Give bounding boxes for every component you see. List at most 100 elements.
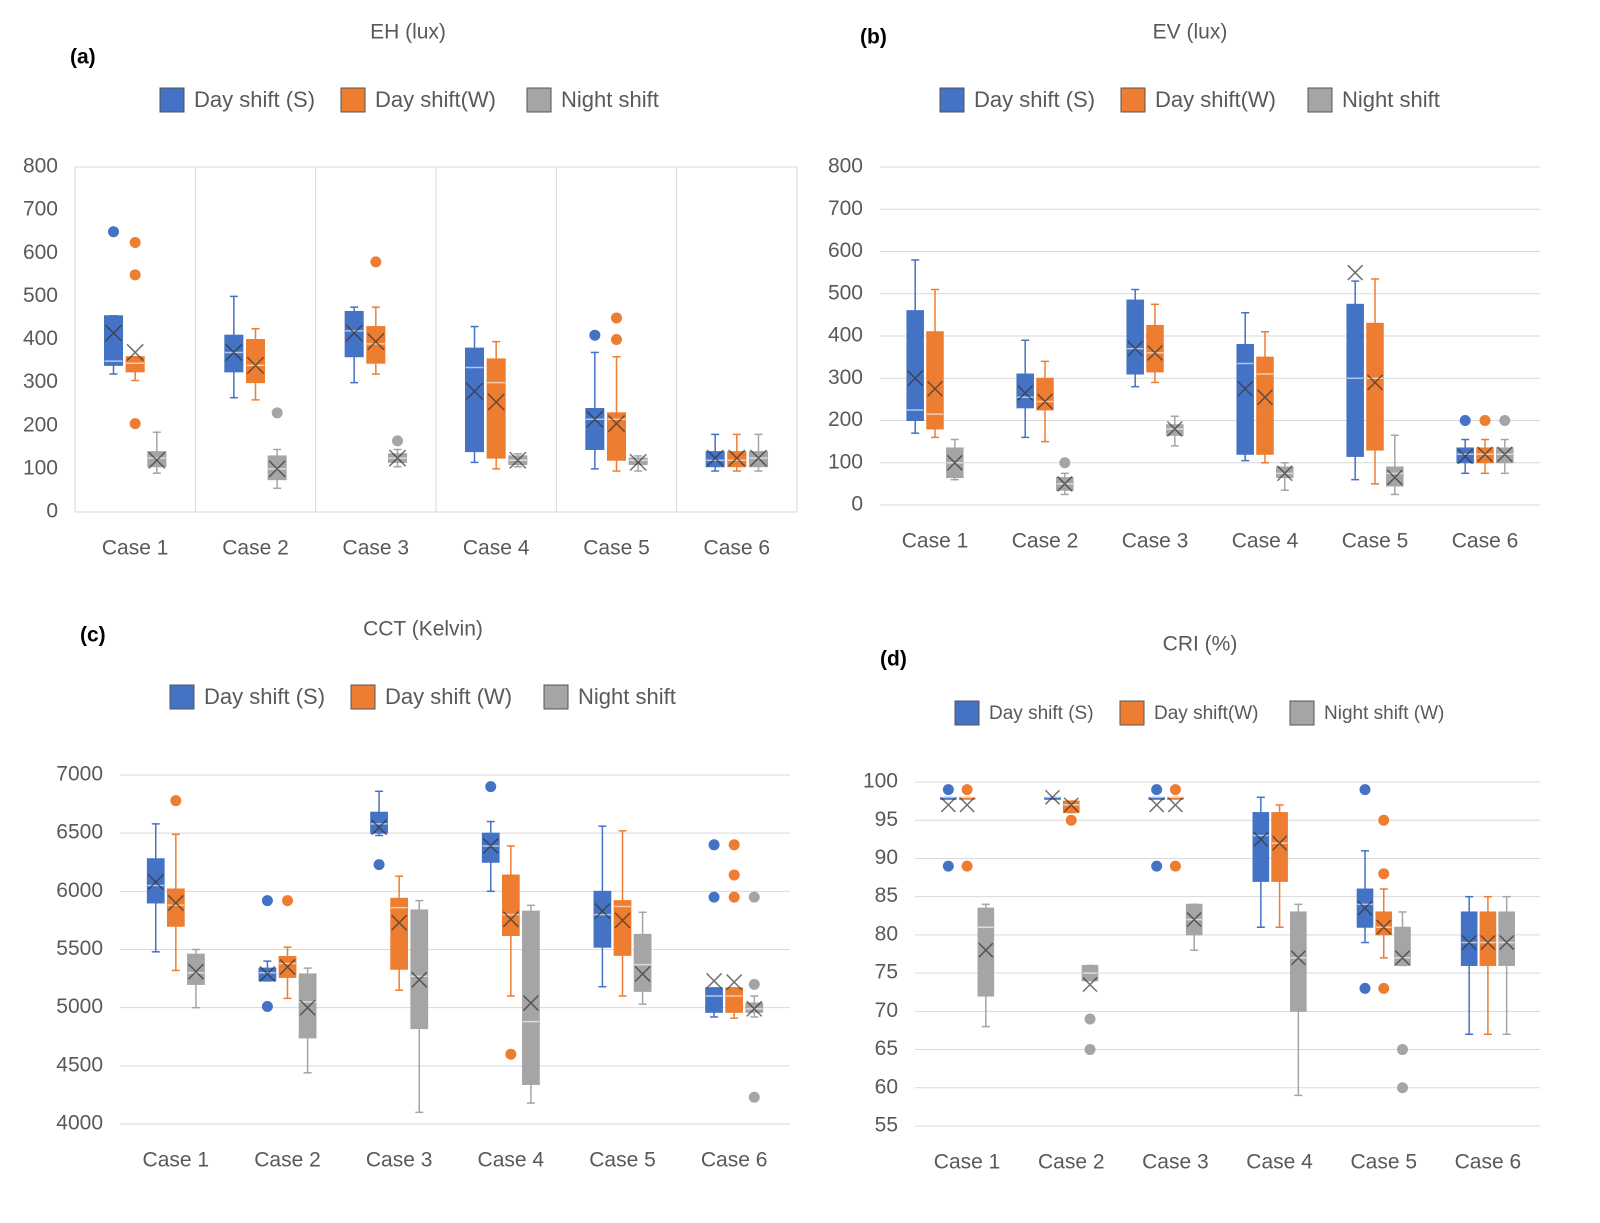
outlier: [748, 891, 760, 903]
box: [1346, 303, 1364, 457]
legend-swatch: [169, 684, 195, 710]
y-tick-label: 60: [875, 1075, 898, 1098]
y-tick-label: 400: [828, 324, 863, 347]
y-tick-label: 6000: [56, 879, 103, 902]
outlier: [1084, 1044, 1096, 1056]
mean-marker: [1367, 374, 1383, 391]
mean-marker: [940, 797, 956, 813]
box: [1126, 299, 1144, 375]
mean-marker: [1499, 934, 1515, 951]
mean-marker: [482, 837, 499, 855]
mean-marker: [749, 449, 768, 467]
outlier: [391, 435, 403, 447]
mean-marker: [187, 963, 205, 980]
mean-marker: [391, 914, 408, 931]
outlier: [748, 978, 760, 990]
box: [1252, 812, 1270, 882]
y-tick-label: 55: [875, 1114, 898, 1137]
mean-marker: [1257, 389, 1273, 406]
y-tick-label: 70: [875, 999, 898, 1022]
mean-marker: [246, 356, 265, 375]
mean-marker: [487, 393, 505, 411]
outlier: [728, 839, 740, 851]
y-tick-label: 800: [23, 155, 58, 178]
box: [522, 910, 540, 1085]
box: [593, 890, 612, 948]
box: [390, 897, 409, 970]
mean-marker: [1480, 934, 1496, 951]
legend-swatch: [340, 87, 366, 113]
mean-marker: [1017, 385, 1034, 401]
legend-swatch: [543, 684, 569, 710]
y-tick-label: 500: [828, 281, 863, 304]
box: [977, 907, 995, 997]
mean-marker: [629, 453, 647, 472]
outlier: [961, 784, 973, 796]
y-tick-label: 75: [875, 961, 898, 984]
mean-marker: [1276, 465, 1293, 482]
mean-marker: [607, 414, 626, 433]
legend-swatch: [159, 87, 185, 113]
y-tick-label: 0: [46, 500, 58, 523]
outlier: [370, 256, 382, 268]
outlier: [1169, 784, 1181, 796]
x-tick-label: Case 6: [1452, 530, 1519, 553]
x-tick-label: Case 4: [1232, 530, 1299, 553]
mean-marker: [1496, 446, 1513, 463]
box: [1062, 800, 1080, 814]
legend-swatch: [954, 700, 980, 726]
legend-label: Day shift (W): [385, 684, 512, 709]
mean-marker: [279, 958, 296, 976]
mean-marker: [370, 819, 388, 836]
box: [1036, 377, 1054, 411]
outlier: [1065, 814, 1077, 826]
mean-marker: [1037, 393, 1053, 410]
mean-marker: [225, 343, 243, 362]
box: [370, 811, 388, 834]
outlier: [1378, 868, 1390, 880]
mean-marker: [946, 454, 963, 471]
box: [1366, 322, 1384, 451]
outlier: [1059, 457, 1071, 469]
x-tick-label: Case 1: [902, 530, 969, 553]
x-tick-label: Case 3: [1122, 530, 1189, 553]
outlier: [282, 895, 293, 907]
outlier: [728, 869, 740, 881]
x-tick-label: Case 3: [343, 537, 410, 560]
mean-marker: [1272, 835, 1288, 851]
legend-label: Day shift (S): [204, 684, 325, 709]
y-tick-label: 85: [875, 884, 898, 907]
mean-marker: [268, 460, 286, 478]
mean-marker: [367, 333, 385, 351]
legend-label: Night shift: [561, 87, 659, 112]
x-tick-label: Case 2: [254, 1149, 321, 1172]
x-tick-label: Case 6: [704, 537, 771, 560]
y-tick-label: 100: [23, 456, 58, 479]
box: [745, 1002, 764, 1013]
y-tick-label: 200: [828, 408, 863, 431]
legend-label: Day shift (S): [974, 87, 1095, 112]
outlier: [748, 1091, 760, 1103]
outlier: [728, 891, 740, 903]
outlier: [1479, 415, 1491, 426]
mean-marker: [1056, 475, 1073, 492]
mean-marker: [411, 971, 428, 988]
mean-marker: [1166, 420, 1183, 437]
box: [1016, 373, 1034, 409]
mean-marker: [594, 903, 611, 920]
mean-marker: [167, 894, 184, 912]
y-tick-label: 4500: [56, 1053, 103, 1076]
box: [613, 900, 632, 956]
x-tick-label: Case 2: [1038, 1151, 1105, 1174]
box: [464, 347, 485, 453]
outlier: [485, 781, 497, 793]
y-tick-label: 400: [23, 327, 58, 350]
y-tick-label: 100: [828, 450, 863, 473]
y-tick-label: 600: [23, 241, 58, 264]
y-tick-label: 90: [875, 846, 898, 869]
box: [585, 408, 605, 450]
mean-marker: [1149, 797, 1165, 813]
outlier: [1084, 1013, 1096, 1025]
outlier: [942, 860, 954, 872]
x-tick-label: Case 6: [701, 1149, 768, 1172]
